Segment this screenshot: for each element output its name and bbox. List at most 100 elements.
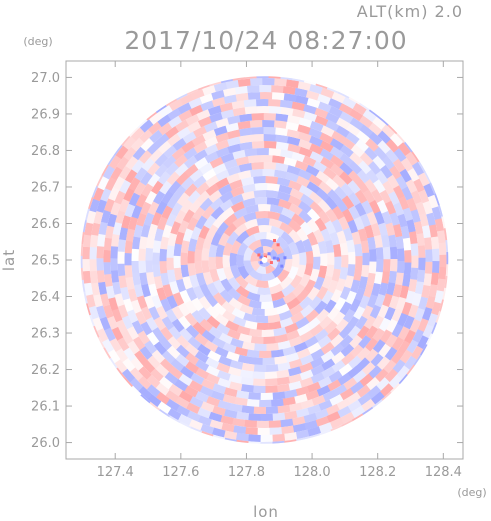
radar-gate xyxy=(99,316,111,331)
radar-gate xyxy=(136,295,148,309)
radar-gate xyxy=(105,225,115,239)
radar-gate xyxy=(155,363,170,378)
radar-gate xyxy=(89,246,97,260)
radar-gate xyxy=(96,174,104,187)
radar-gate xyxy=(182,131,197,144)
radar-gate xyxy=(372,116,387,130)
radar-gate xyxy=(149,401,161,411)
radar-gate xyxy=(374,293,386,308)
radar-gate xyxy=(327,379,342,392)
radar-gate xyxy=(238,170,252,180)
radar-gate xyxy=(172,291,185,307)
radar-gate xyxy=(166,244,175,258)
radar-gate xyxy=(374,234,383,249)
radar-gate xyxy=(260,301,274,310)
radar-gate xyxy=(202,85,216,96)
radar-gate xyxy=(266,190,279,199)
radar-gate xyxy=(374,211,385,225)
radar-gate xyxy=(103,304,114,319)
radar-gate xyxy=(384,368,398,383)
radar-gate xyxy=(96,305,107,320)
radar-gate xyxy=(383,359,397,374)
radar-gate xyxy=(339,286,351,301)
radar-gate xyxy=(300,304,314,318)
radar-gate xyxy=(257,253,261,257)
radar-gate xyxy=(230,201,245,213)
radar-gate xyxy=(280,99,294,109)
radar-gate xyxy=(88,196,94,209)
radar-gate xyxy=(114,190,126,205)
radar-gate xyxy=(157,140,172,154)
radar-gate xyxy=(251,113,264,121)
radar-gate xyxy=(232,149,246,160)
radar-gate xyxy=(129,367,144,381)
radar-gate xyxy=(379,189,392,204)
radar-gate xyxy=(369,199,381,214)
radar-gate xyxy=(346,391,361,405)
radar-gate xyxy=(349,381,364,394)
radar-gate xyxy=(128,177,141,192)
radar-gate xyxy=(227,366,242,377)
radar-gate xyxy=(259,261,263,265)
radar-gate xyxy=(330,425,343,432)
radar-gate xyxy=(244,320,258,330)
radar-gate xyxy=(137,376,152,390)
radar-gate xyxy=(349,344,364,358)
radar-gate xyxy=(358,276,368,290)
radar-gate xyxy=(80,255,83,268)
radar-gate xyxy=(140,394,151,404)
radar-gate xyxy=(434,193,440,206)
radar-gate xyxy=(258,350,272,358)
radar-gate xyxy=(252,378,266,387)
radar-gate xyxy=(160,298,172,313)
y-tick-label: 26.9 xyxy=(31,107,60,122)
radar-gate xyxy=(401,186,413,201)
y-tick-label: 26.1 xyxy=(31,400,60,415)
radar-gate xyxy=(335,318,349,333)
radar-gate xyxy=(295,386,310,397)
radar-gate xyxy=(362,252,370,266)
radar-gate xyxy=(253,343,267,352)
radar-gate xyxy=(381,155,395,170)
radar-gate xyxy=(288,336,303,348)
radar-gate xyxy=(383,259,391,272)
radar-gate xyxy=(262,77,275,86)
radar-gate xyxy=(328,98,343,110)
radar-gate xyxy=(227,136,241,147)
radar-gate xyxy=(442,287,447,300)
radar-gate xyxy=(205,365,220,377)
radar-gate xyxy=(175,353,190,367)
radar-gate xyxy=(221,300,236,314)
radar-gate xyxy=(88,305,100,320)
radar-gate xyxy=(269,283,284,295)
radar-gate xyxy=(118,165,132,180)
radar-gate xyxy=(312,256,321,270)
radar-gate xyxy=(359,373,374,387)
radar-gate xyxy=(321,366,336,379)
radar-gate xyxy=(422,225,431,239)
radar-gate xyxy=(330,154,344,168)
radar-gate xyxy=(325,264,335,278)
radar-gate xyxy=(411,161,425,176)
radar-gate xyxy=(321,358,336,371)
radar-gate xyxy=(270,204,284,214)
radar-gate xyxy=(387,124,398,135)
radar-gate xyxy=(272,440,285,444)
radar-gate xyxy=(228,381,243,391)
radar-gate xyxy=(369,304,382,319)
radar-gate xyxy=(206,224,219,239)
radar-gate xyxy=(235,432,249,442)
radar-gate xyxy=(366,377,380,391)
radar-gate xyxy=(209,197,224,211)
radar-gate xyxy=(445,264,449,277)
radar-gate xyxy=(364,179,378,193)
radar-gate xyxy=(204,143,219,156)
radar-gate xyxy=(226,231,240,246)
radar-gate xyxy=(393,148,407,163)
radar-gate xyxy=(424,171,432,184)
radar-gate xyxy=(167,232,178,247)
radar-gate xyxy=(256,99,269,107)
radar-gate xyxy=(417,172,430,187)
radar-gate xyxy=(279,222,294,235)
radar-gate xyxy=(436,278,446,292)
